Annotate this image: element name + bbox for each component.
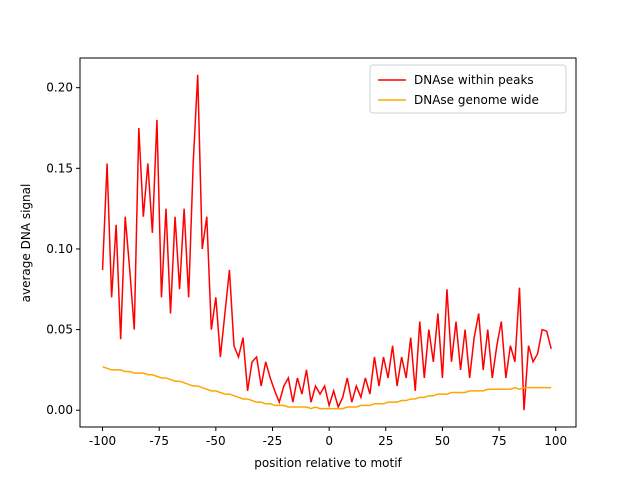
legend-box <box>369 64 567 114</box>
y-tick-label: 0.00 <box>46 403 73 417</box>
x-tick-label: 50 <box>435 434 450 448</box>
line <box>102 365 552 410</box>
x-tick-label: -25 <box>263 434 283 448</box>
y-tick-label: 0.10 <box>46 242 73 256</box>
x-axis-label: position relative to motif <box>254 456 402 470</box>
line <box>101 74 552 411</box>
x-tick-label: -100 <box>89 434 116 448</box>
y-tick-label: 0.20 <box>46 81 73 95</box>
x-tick-label: 100 <box>544 434 567 448</box>
legend-label: DNAse genome wide <box>414 93 539 107</box>
legend-label: DNAse within peaks <box>414 73 534 87</box>
x-tick-label: -75 <box>149 434 169 448</box>
plot-frame <box>79 57 577 428</box>
x-tick-label: 25 <box>378 434 393 448</box>
y-tick-label: 0.05 <box>46 323 73 337</box>
y-tick-label: 0.15 <box>46 161 73 175</box>
x-tick-label: 75 <box>491 434 506 448</box>
x-tick-label: 0 <box>325 434 333 448</box>
x-tick-label: -50 <box>206 434 226 448</box>
y-axis-label: average DNA signal <box>19 184 33 303</box>
